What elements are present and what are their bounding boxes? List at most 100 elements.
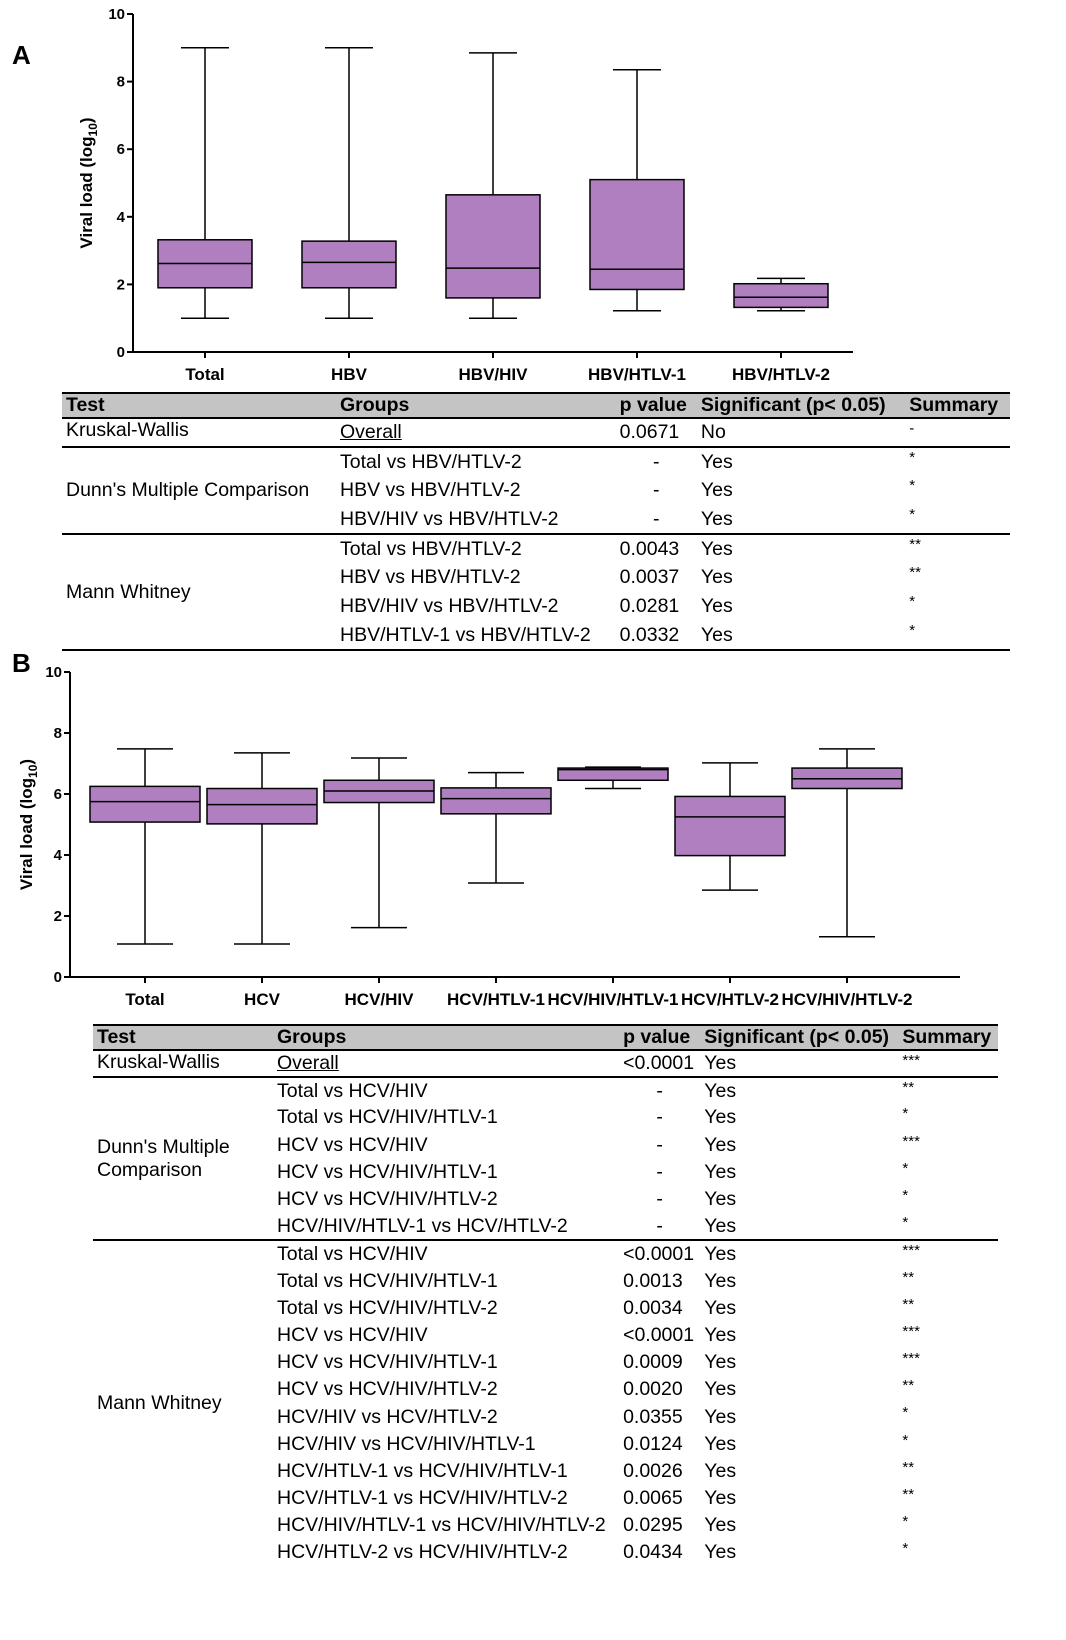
significant-cell: Yes [704,1296,737,1319]
boxplot-chart-b: 0 2 4 6 8 10 Viral load (log10) Total HCV HCV/HIV… [17,664,960,1009]
table-row: Kruskal-Wallis Overall 0.0671 No - [62,418,1010,448]
box-hbv-htlv-1 [589,69,685,312]
summary-cell: * [902,1404,909,1422]
group-cell: Total vs HCV/HIV [273,1239,620,1268]
group-cell: HCV/HIV vs HCV/HTLV-2 [277,1405,498,1428]
p-value-cell: 0.0065 [623,1487,683,1510]
test-name: Mann Whitney [93,1239,273,1567]
table-row: Total vs HCV/HIV/HTLV-2 0.0034 Yes ** [93,1295,998,1322]
significant-cell: Yes [704,1541,737,1564]
group-cell: HBV vs HBV/HTLV-2 [340,479,521,501]
iqr-box [589,178,685,291]
p-value-cell: 0.0124 [623,1432,683,1455]
p-value-cell: 0.0026 [623,1459,683,1482]
p-value-cell: 0.0013 [623,1269,683,1292]
significant-cell: Yes [696,621,906,651]
box-hbv [301,47,397,319]
table-row: Mann Whitney Total vs HBV/HTLV-2 0.0043 Yes… [62,533,1010,651]
summary-cell: ** [909,564,921,581]
p-value-cell: - [653,479,660,501]
y-axis-title: Viral load (log10) [17,759,40,890]
header-summary: Summary [905,392,1010,419]
group-cell: HCV vs HCV/HIV [277,1323,428,1346]
box-hcv-hiv-htlv-1 [557,766,669,790]
summary-cell: * [902,1540,909,1558]
group-cell: Total vs HCV/HIV [273,1076,620,1105]
panel-b-label: B [12,648,31,678]
y-tick-label: 6 [117,141,125,158]
table-row: Dunn's Multiple Comparison Total vs HBV/H… [62,446,1010,535]
significant-cell: No [700,421,726,443]
iqr-box [674,795,786,857]
table-row: Total vs HCV/HIV/HTLV-1 - Yes * [93,1104,998,1131]
table-row: HCV vs HCV/HIV/HTLV-1 0.0009 Yes *** [93,1349,998,1376]
summary-cell: * [902,1105,909,1123]
x-category-label: HCV/HIV/HTLV-1 [548,990,679,1009]
significant-cell: Yes [704,1432,737,1455]
group-cell: HCV vs HCV/HIV/HTLV-1 [277,1160,498,1183]
table-row: HCV/HIV/HTLV-1 vs HCV/HTLV-2 - Yes * [93,1213,998,1240]
summary-cell: *** [902,1132,920,1150]
group-cell: HBV vs HBV/HTLV-2 [340,566,521,588]
p-value-cell: 0.0043 [615,533,697,563]
p-value-cell: - [615,446,697,476]
group-cell: Total vs HCV/HIV/HTLV-1 [277,1269,498,1292]
summary-cell: * [902,1159,909,1177]
summary-cell: * [902,1431,909,1449]
test-name: Mann Whitney [62,533,336,651]
table-row: HCV/HIV vs HCV/HIV/HTLV-1 0.0124 Yes * [93,1431,998,1458]
group-cell: HCV/HTLV-1 vs HCV/HIV/HTLV-1 [277,1459,568,1482]
significant-cell: Yes [704,1133,737,1156]
p-value-cell: - [656,1214,663,1237]
y-tick-label: 10 [108,6,125,23]
significant-cell: Yes [704,1160,737,1183]
p-value-cell: <0.0001 [619,1239,701,1268]
p-value-cell: <0.0001 [623,1323,695,1346]
summary-cell: ** [902,1458,915,1476]
group-cell: HCV vs HCV/HIV/HTLV-1 [277,1351,498,1374]
significant-cell: Yes [704,1378,737,1401]
significant-cell: Yes [700,507,733,530]
summary-cell: ** [902,1486,915,1503]
group-cell: HCV/HTLV-1 vs HCV/HIV/HTLV-2 [277,1487,568,1510]
header-test: Test [62,392,336,419]
boxplot-chart-a: 0 2 4 6 8 10 Viral load (log10) Total HBV HBV/HIV… [77,6,853,384]
stats-table-a: Test Groups p value Significant (p< 0.05) Su… [62,392,1010,651]
significant-cell: Yes [704,1405,737,1428]
table-row: HBV/HIV vs HBV/HTLV-2 0.0281 Yes * [62,592,1010,621]
y-tick-label: 6 [54,786,62,803]
test-name: Dunn's Multiple Comparison [93,1076,273,1241]
significant-cell: Yes [704,1052,737,1075]
x-category-label: HCV/HIV/HTLV-2 [782,990,913,1009]
summary-cell: ** [902,1295,915,1313]
significant-cell: Yes [704,1214,737,1237]
table-row: HCV vs HCV/HIV/HTLV-1 - Yes * [93,1159,998,1186]
table-row: HCV/HTLV-2 vs HCV/HIV/HTLV-2 0.0434 Yes * [93,1539,998,1566]
table-row: HCV/HTLV-1 vs HCV/HIV/HTLV-2 0.0065 Yes ** [93,1485,998,1512]
x-category-label: HCV [244,990,281,1009]
summary-cell: *** [898,1239,998,1268]
p-value-cell: 0.0355 [623,1405,683,1428]
summary-cell: *** [902,1350,920,1368]
summary-cell: *** [902,1322,920,1340]
significant-cell: Yes [704,1106,737,1129]
p-value-cell: - [619,1076,701,1105]
test-name: Kruskal-Wallis [62,418,336,448]
y-axis-title: Viral load (log10) [77,117,100,248]
y-tick-label: 10 [45,664,62,681]
summary-cell: ** [898,1076,998,1105]
group-cell: Overall [277,1052,339,1075]
table-row: Mann Whitney Total vs HCV/HIV <0.0001 Yes **… [93,1239,998,1567]
summary-cell: ** [905,533,1010,563]
iqr-box [440,787,552,815]
significant-cell: Yes [704,1351,737,1374]
header-test: Test [93,1024,273,1051]
table-row: HCV vs HCV/HIV/HTLV-2 - Yes * [93,1186,998,1213]
x-category-label: HCV/HIV [345,990,415,1009]
y-tick-label: 2 [54,908,62,925]
group-cell: Total vs HCV/HIV/HTLV-2 [277,1296,498,1319]
group-cell: Overall [340,421,402,443]
x-category-label: HCV/HTLV-1 [447,990,545,1009]
x-category-label: HBV/HIV [459,365,529,384]
p-value-cell: 0.0671 [619,421,680,443]
